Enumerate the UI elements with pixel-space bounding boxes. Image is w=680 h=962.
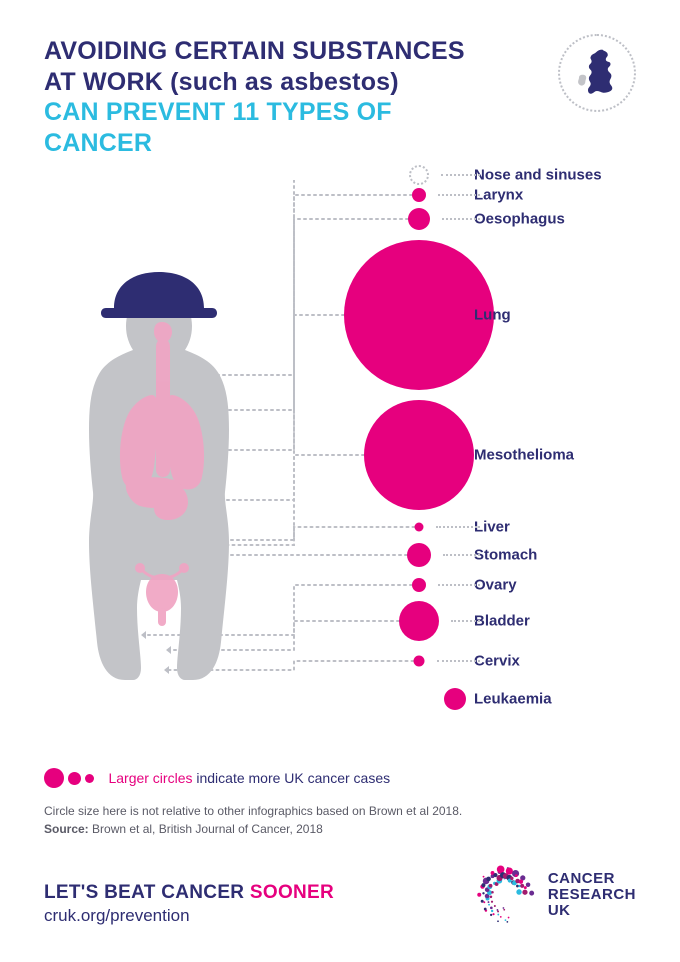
source-label: Source:	[44, 822, 89, 836]
cancer-label: Stomach	[474, 547, 537, 564]
title-block: AVOIDING CERTAIN SUBSTANCES AT WORK (suc…	[44, 36, 504, 158]
logo-line-3: UK	[548, 903, 636, 919]
slogan: LET'S BEAT CANCER SOONER	[44, 882, 334, 904]
legend: Larger circles indicate more UK cancer c…	[44, 768, 390, 788]
legend-circle	[85, 774, 94, 783]
cancer-label: Mesothelioma	[474, 447, 574, 464]
cancer-bubble	[409, 165, 429, 185]
cancer-label: Bladder	[474, 613, 530, 630]
cruk-logo-icon	[474, 864, 536, 926]
legend-text: Larger circles indicate more UK cancer c…	[108, 770, 390, 786]
cancer-bubble	[415, 523, 424, 532]
label-leader	[443, 554, 480, 556]
label-leader	[437, 660, 481, 662]
uk-map-icon	[570, 46, 624, 100]
legend-rest: indicate more UK cancer cases	[192, 770, 390, 786]
cancer-bubble	[399, 601, 439, 641]
cruk-logo-text: CANCER RESEARCH UK	[548, 871, 636, 918]
cancer-label: Oesophagus	[474, 211, 565, 228]
slogan-prefix: LET'S BEAT CANCER	[44, 882, 250, 903]
logo-line-2: RESEARCH	[548, 887, 636, 903]
label-leader	[441, 174, 480, 176]
cancer-bubble	[444, 688, 466, 710]
cancer-bubble	[407, 543, 431, 567]
cancer-bubble	[364, 400, 474, 510]
cancer-label: Larynx	[474, 187, 523, 204]
slogan-highlight: SOONER	[250, 882, 334, 903]
title-line-3: CAN PREVENT 11 TYPES OF CANCER	[44, 97, 504, 158]
legend-highlight: Larger circles	[108, 770, 192, 786]
label-column: Nose and sinuses Larynx Oesophagus Lung Meso…	[474, 165, 644, 745]
infographic-page: AVOIDING CERTAIN SUBSTANCES AT WORK (suc…	[0, 0, 680, 962]
cancer-label: Lung	[474, 307, 511, 324]
label-leader	[442, 218, 480, 220]
label-leader	[451, 620, 480, 622]
cancer-label: Leukaemia	[474, 691, 552, 708]
cancer-bubble	[412, 188, 426, 202]
cancer-label: Nose and sinuses	[474, 167, 602, 184]
source-text: Brown et al, British Journal of Cancer, …	[89, 822, 323, 836]
label-leader	[438, 584, 480, 586]
cancer-label: Cervix	[474, 653, 520, 670]
human-silhouette	[34, 250, 284, 680]
label-leader	[438, 194, 480, 196]
footer: LET'S BEAT CANCER SOONER cruk.org/preven…	[44, 864, 636, 926]
slogan-block: LET'S BEAT CANCER SOONER cruk.org/preven…	[44, 882, 334, 926]
logo-line-1: CANCER	[548, 871, 636, 887]
cruk-logo: CANCER RESEARCH UK	[474, 864, 636, 926]
title-line-1: AVOIDING CERTAIN SUBSTANCES	[44, 36, 504, 67]
slogan-url: cruk.org/prevention	[44, 906, 334, 926]
cancer-bubble	[344, 240, 494, 390]
footnote-line-1: Circle size here is not relative to othe…	[44, 802, 636, 820]
body-diagram: Nose and sinusesLarynxOesophagusLungMeso…	[44, 180, 636, 740]
cancer-bubble	[414, 656, 425, 667]
uk-map-badge	[558, 34, 636, 112]
footnotes: Circle size here is not relative to othe…	[44, 802, 636, 838]
footnote-source: Source: Brown et al, British Journal of …	[44, 820, 636, 838]
legend-circle	[68, 772, 81, 785]
cancer-label: Ovary	[474, 577, 517, 594]
legend-circles	[44, 768, 94, 788]
cancer-bubble	[408, 208, 430, 230]
title-line-2: AT WORK (such as asbestos)	[44, 67, 504, 98]
cancer-bubble	[412, 578, 426, 592]
legend-circle	[44, 768, 64, 788]
label-leader	[436, 526, 481, 528]
